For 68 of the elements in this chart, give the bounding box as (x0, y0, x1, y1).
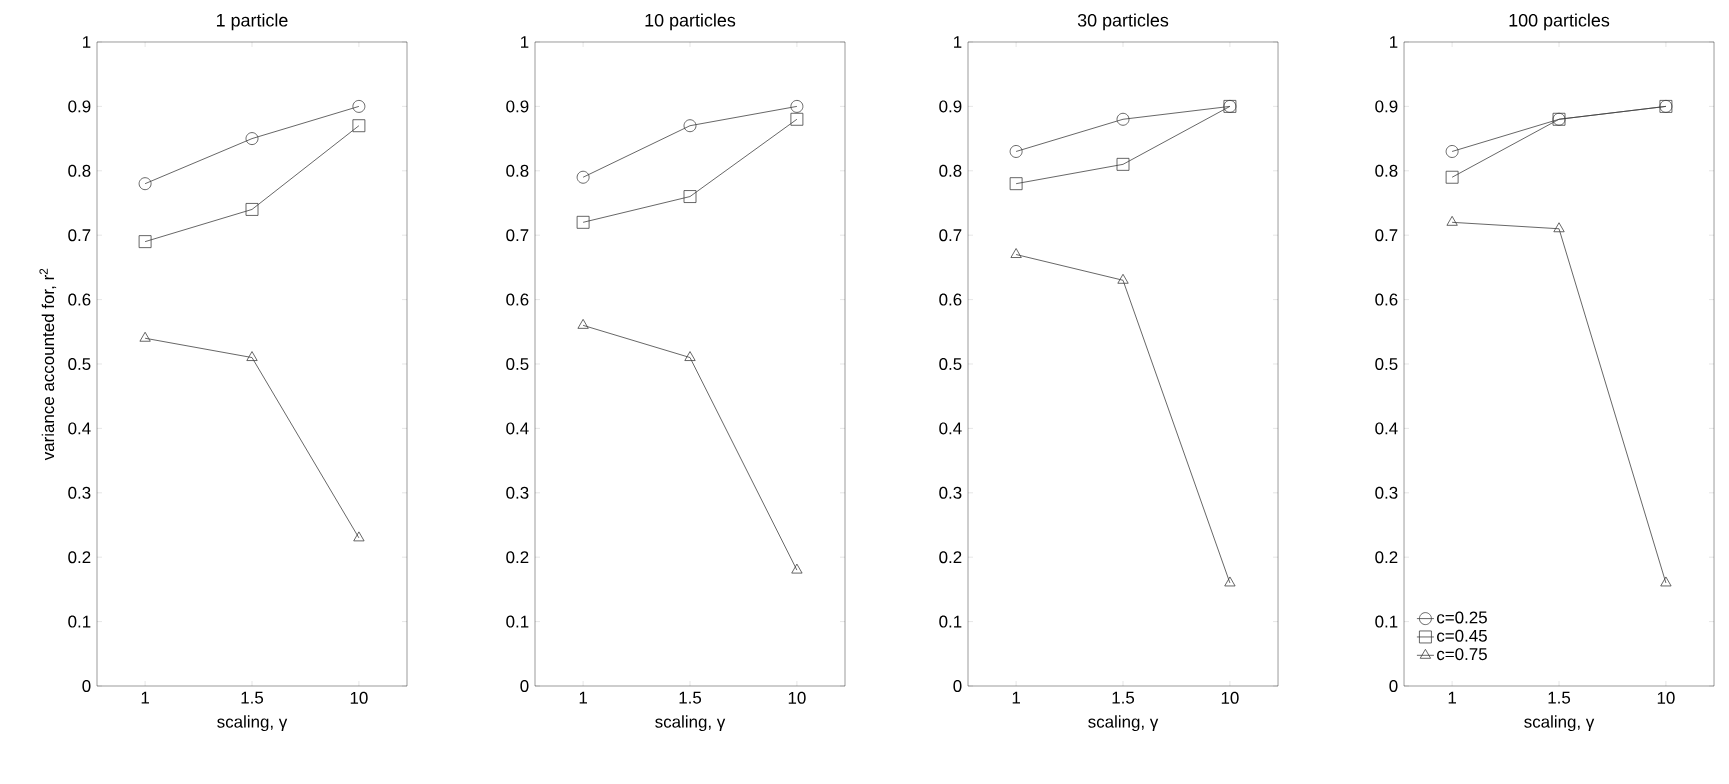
x-tick-label: 10 (350, 691, 368, 704)
y-tick-label: 0.5 (506, 358, 529, 370)
y-tick-label: 0.8 (68, 164, 91, 177)
legend-label: c=0.45 (1437, 629, 1487, 642)
y-tick-label: 0.6 (506, 293, 529, 306)
chart-title: 10 particles (645, 13, 736, 31)
y-tick-label: 1 (1390, 36, 1398, 48)
chart-title: 100 particles (1509, 13, 1610, 31)
y-tick-label: 0 (1389, 680, 1398, 692)
x-tick-label: 10 (788, 691, 806, 704)
y-tick-label: 0.4 (68, 422, 91, 435)
y-tick-label: 0.7 (506, 229, 529, 242)
y-tick-label: 0.3 (1375, 486, 1398, 499)
y-tick-label: 0.1 (1375, 615, 1398, 628)
x-tick-label: 1 (1448, 691, 1457, 704)
y-tick-label: 0.4 (939, 422, 962, 435)
x-tick-label: 10 (1657, 691, 1675, 704)
y-tick-label: 0.8 (1375, 164, 1398, 177)
y-tick-label: 0.9 (939, 100, 962, 113)
x-tick-label: 1.5 (679, 691, 702, 704)
y-tick-label: 0 (82, 680, 91, 692)
y-tick-label: 0.7 (68, 229, 91, 242)
x-tick-label: 1.5 (1548, 691, 1571, 704)
x-tick-label: 10 (1221, 691, 1239, 704)
y-tick-label: 1 (954, 36, 962, 48)
y-tick-label: 0.6 (68, 293, 91, 306)
y-tick-label: 0.7 (939, 229, 962, 242)
x-tick-label: 1.5 (1112, 691, 1135, 704)
y-tick-label: 0.9 (1375, 100, 1398, 113)
y-tick-label: 0.4 (1375, 422, 1398, 435)
x-axis-title: scaling, γ (217, 715, 288, 732)
x-tick-label: 1.5 (241, 691, 264, 704)
y-tick-label: 0.9 (506, 100, 529, 113)
y-tick-label: 0.5 (1375, 358, 1398, 370)
y-tick-label: 0.2 (939, 551, 962, 564)
x-axis-title: scaling, γ (655, 715, 726, 732)
y-tick-label: 1 (83, 36, 91, 48)
y-tick-label: 0.1 (506, 615, 529, 628)
y-tick-label: 0.5 (939, 358, 962, 370)
y-tick-label: 0.8 (506, 164, 529, 177)
y-tick-label: 0.1 (939, 615, 962, 628)
x-axis-title: scaling, γ (1088, 715, 1159, 732)
y-tick-label: 0.2 (1375, 551, 1398, 564)
y-tick-label: 0.3 (506, 486, 529, 499)
chart-title: 30 particles (1077, 13, 1169, 31)
y-tick-label: 0.3 (68, 486, 91, 499)
x-tick-label: 1 (141, 691, 149, 704)
y-tick-label: 1 (521, 36, 529, 48)
y-tick-label: 0.9 (68, 100, 91, 113)
y-tick-label: 0 (953, 680, 962, 692)
chart-title: 1 particle (216, 13, 288, 31)
y-tick-label: 0.2 (506, 551, 529, 564)
y-tick-label: 0 (520, 680, 529, 692)
y-tick-label: 0.5 (68, 358, 91, 370)
y-tick-label: 0.7 (1375, 229, 1398, 242)
x-axis-title: scaling, γ (1524, 715, 1595, 732)
y-axis-title: variance accounted for, r$^{2}$ (39, 268, 57, 461)
legend-label: c=0.75 (1437, 648, 1487, 661)
y-tick-label: 0.3 (939, 486, 962, 499)
y-tick-label: 0.6 (939, 293, 962, 306)
legend-label: c=0.25 (1437, 611, 1487, 624)
x-tick-label: 1 (1012, 691, 1020, 704)
y-tick-label: 0.6 (1375, 293, 1398, 306)
y-tick-label: 0.1 (68, 615, 91, 628)
y-tick-label: 0.8 (939, 164, 962, 177)
y-tick-label: 0.2 (68, 551, 91, 564)
y-tick-label: 0.4 (506, 422, 529, 435)
x-tick-label: 1 (579, 691, 587, 704)
